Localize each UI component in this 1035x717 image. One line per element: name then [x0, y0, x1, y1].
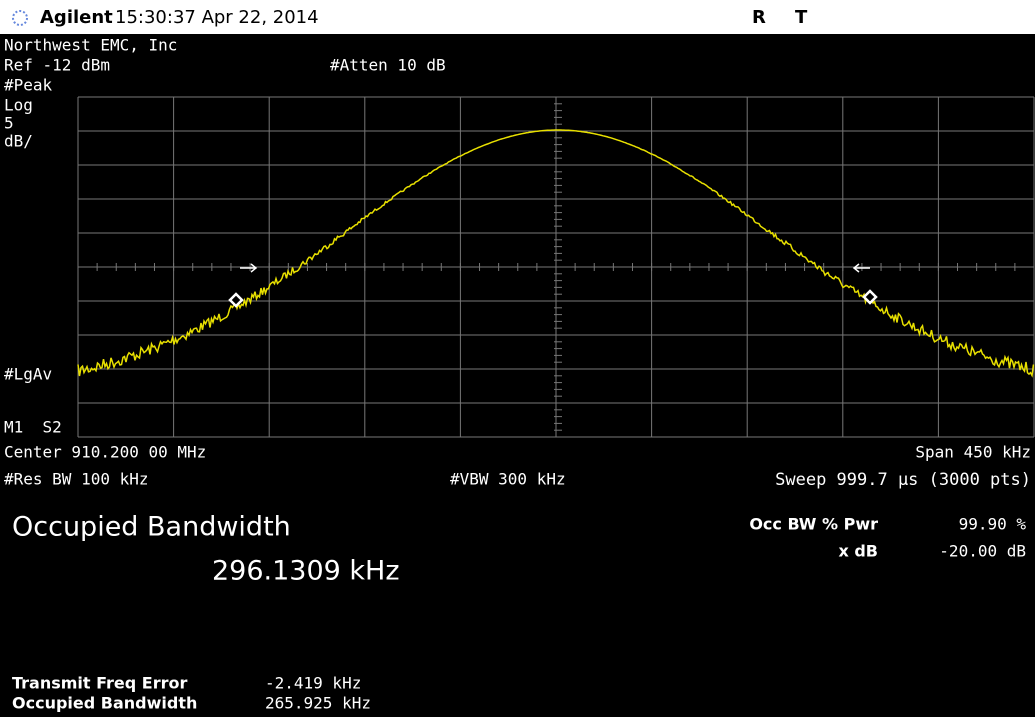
measurement-value: 296.1309 kHz	[212, 556, 400, 587]
header-bar	[0, 0, 1035, 34]
atten: #Atten 10 dB	[330, 56, 446, 75]
center-freq: Center 910.200 00 MHz	[4, 443, 206, 462]
span: Span 450 kHz	[915, 443, 1031, 462]
detector-label: #LgAv	[4, 365, 52, 384]
company: Northwest EMC, Inc	[4, 36, 177, 55]
logo	[12, 10, 28, 26]
vbw: #VBW 300 kHz	[450, 470, 566, 489]
datetime: 15:30:37 Apr 22, 2014	[115, 7, 319, 28]
setting-value: -20.00 dB	[939, 542, 1026, 561]
measurement-title: Occupied Bandwidth	[12, 512, 291, 543]
trace	[77, 129, 1035, 378]
obw-markers	[228, 263, 878, 308]
ref-level: Ref -12 dBm	[4, 56, 110, 75]
result-label: Occupied Bandwidth	[12, 694, 197, 713]
setting-label: Occ BW % Pwr	[749, 515, 878, 534]
marker-label: M1 S2	[4, 418, 62, 437]
flag: R	[752, 7, 766, 28]
sweep: Sweep 999.7 µs (3000 pts)	[775, 470, 1031, 490]
flag: T	[795, 7, 808, 28]
result-label: Transmit Freq Error	[12, 674, 188, 693]
left-label: 5	[4, 114, 14, 133]
left-label: Log	[4, 96, 33, 115]
brand: Agilent	[40, 7, 113, 28]
graticule	[77, 96, 1035, 438]
left-label: #Peak	[4, 76, 53, 95]
setting-label: x dB	[838, 542, 878, 561]
res-bw: #Res BW 100 kHz	[4, 470, 149, 489]
result-value: -2.419 kHz	[265, 674, 361, 693]
result-value: 265.925 kHz	[265, 694, 371, 713]
left-label: dB/	[4, 132, 33, 151]
setting-value: 99.90 %	[959, 515, 1027, 534]
